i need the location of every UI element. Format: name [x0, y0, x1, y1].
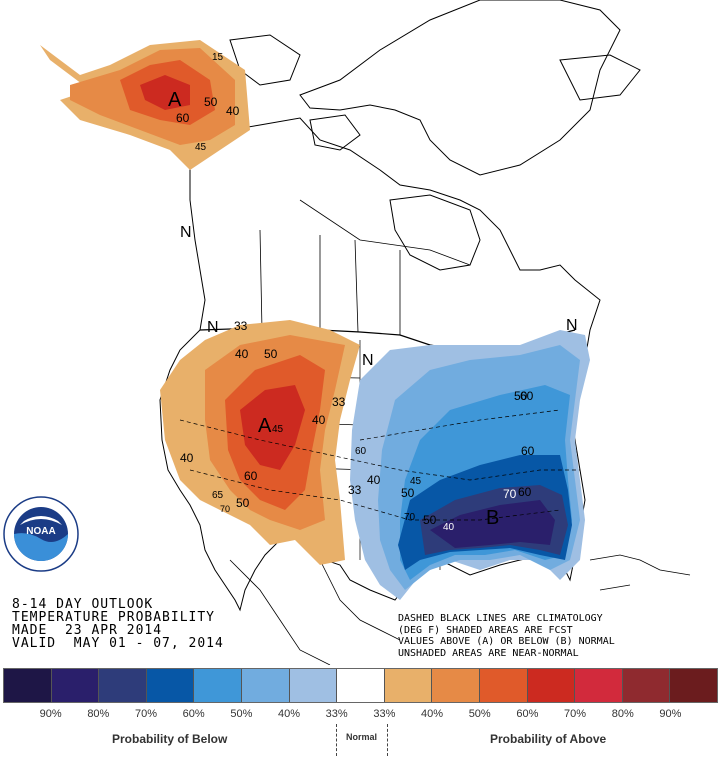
legend-percent-label: 90%	[39, 708, 62, 720]
made-date: MADE 23 APR 2014	[12, 623, 163, 638]
noaa-logo: NOAA	[3, 496, 79, 572]
legend-percent-label: 90%	[659, 708, 682, 720]
contour-label: 40	[312, 413, 326, 427]
legend-percent-label: 80%	[611, 708, 634, 720]
west-above-label: A	[258, 415, 272, 437]
legend-color-cell	[4, 669, 52, 702]
contour-label: 33	[332, 395, 346, 409]
legend-color-cell	[241, 669, 290, 702]
legend-color-cell	[479, 669, 528, 702]
normal-label-3: N	[362, 352, 374, 369]
contour-label: 65	[212, 490, 224, 501]
contour-label: 15	[212, 52, 224, 63]
legend-divider	[387, 724, 388, 756]
outlook-map: A A B N N N N 15 50 40 60 45 33 40 50 40…	[40, 0, 691, 665]
contour-label: 50	[514, 389, 528, 403]
outlook-info: 8-14 DAY OUTLOOK TEMPERATURE PROBABILITY M…	[12, 598, 224, 650]
below-label: Probability of Below	[112, 732, 228, 746]
southeast-below-label: B	[486, 507, 499, 529]
legend-percent-labels: 90% 80% 70% 60% 50% 40% 33% 33% 40% 50% 60% 70% 80% 9…	[27, 708, 694, 720]
legend-color-cell	[289, 669, 338, 702]
legend-color-cell	[622, 669, 671, 702]
legend-percent-label: 70%	[564, 708, 587, 720]
contour-label: 40	[180, 451, 194, 465]
contour-label: 50	[423, 513, 437, 527]
west-above-shading	[160, 320, 360, 565]
legend-percent-label: 80%	[87, 708, 110, 720]
contour-label: 50	[204, 95, 218, 109]
contour-label: 45	[410, 476, 422, 487]
legend-color-bar	[3, 668, 718, 703]
north-america-outline	[159, 117, 601, 612]
contour-label: 50	[264, 347, 278, 361]
contour-label: 60	[520, 389, 534, 403]
normal-label-2: N	[207, 319, 219, 336]
legend-divider	[336, 724, 337, 756]
legend-percent-label: 70%	[134, 708, 158, 720]
contour-label: 50	[236, 496, 250, 510]
outlook-subtitle: TEMPERATURE PROBABILITY	[12, 610, 216, 625]
normal-label: Normal	[346, 732, 378, 742]
contour-label: 60	[176, 111, 190, 125]
outlook-title: 8-14 DAY OUTLOOK	[12, 597, 154, 612]
legend-color-cell	[99, 669, 147, 702]
contour-label: 40	[235, 347, 249, 361]
contour-label: 40	[226, 104, 240, 118]
normal-label-1: N	[180, 224, 192, 241]
legend-percent-label: 50%	[230, 708, 253, 720]
legend-percent-label: 40%	[278, 708, 301, 720]
alaska-above-shading	[40, 40, 250, 170]
legend-color-cell	[432, 669, 480, 702]
legend-percent-label: 40%	[421, 708, 444, 720]
legend-color-cell	[146, 669, 195, 702]
contour-label: 45	[272, 424, 284, 435]
contour-label: 33	[234, 319, 248, 333]
legend-percent-label: 60%	[516, 708, 539, 720]
legend-percent-label: 33%	[325, 708, 348, 720]
contour-label: 60	[521, 444, 535, 458]
contour-label: 40	[443, 522, 455, 533]
legend-color-cell	[670, 669, 717, 702]
contour-label: 50	[401, 486, 415, 500]
contour-label: 45	[195, 142, 207, 153]
legend-percent-label: 50%	[468, 708, 491, 720]
probability-legend: 90% 80% 70% 60% 50% 40% 33% 33% 40% 50% 60% 70% 80% 9…	[0, 668, 719, 760]
normal-label-4: N	[566, 317, 578, 334]
legend-color-cell	[51, 669, 100, 702]
legend-color-cell	[527, 669, 576, 702]
alaska-above-label: A	[168, 89, 182, 111]
legend-color-cell	[384, 669, 433, 702]
contour-label: 70	[220, 504, 230, 514]
arctic-islands-outline	[229, 34, 641, 151]
hudson-bay-outline	[389, 194, 481, 271]
greenland-outline	[299, 0, 621, 176]
contour-label: 60	[518, 485, 532, 499]
contour-label: 60	[355, 446, 367, 457]
svg-text:NOAA: NOAA	[26, 526, 55, 537]
above-label: Probability of Above	[490, 732, 607, 746]
contour-label: 70	[404, 512, 416, 523]
contour-label: 33	[348, 483, 362, 497]
mexico-outline	[229, 559, 401, 665]
contour-label: 40	[367, 473, 381, 487]
contour-label: 60	[244, 469, 258, 483]
legend-color-cell	[194, 669, 242, 702]
east-below-shading	[350, 330, 590, 600]
legend-color-cell	[337, 669, 385, 702]
legend-color-cell	[575, 669, 623, 702]
contour-label: 70	[503, 487, 517, 501]
legend-percent-label: 33%	[373, 708, 396, 720]
legend-percent-label: 60%	[182, 708, 205, 720]
caribbean-outline	[589, 554, 691, 591]
valid-dates: VALID MAY 01 - 07, 2014	[12, 636, 224, 651]
map-note: DASHED BLACK LINES ARE CLIMATOLOGY (DEG F…	[398, 613, 615, 659]
